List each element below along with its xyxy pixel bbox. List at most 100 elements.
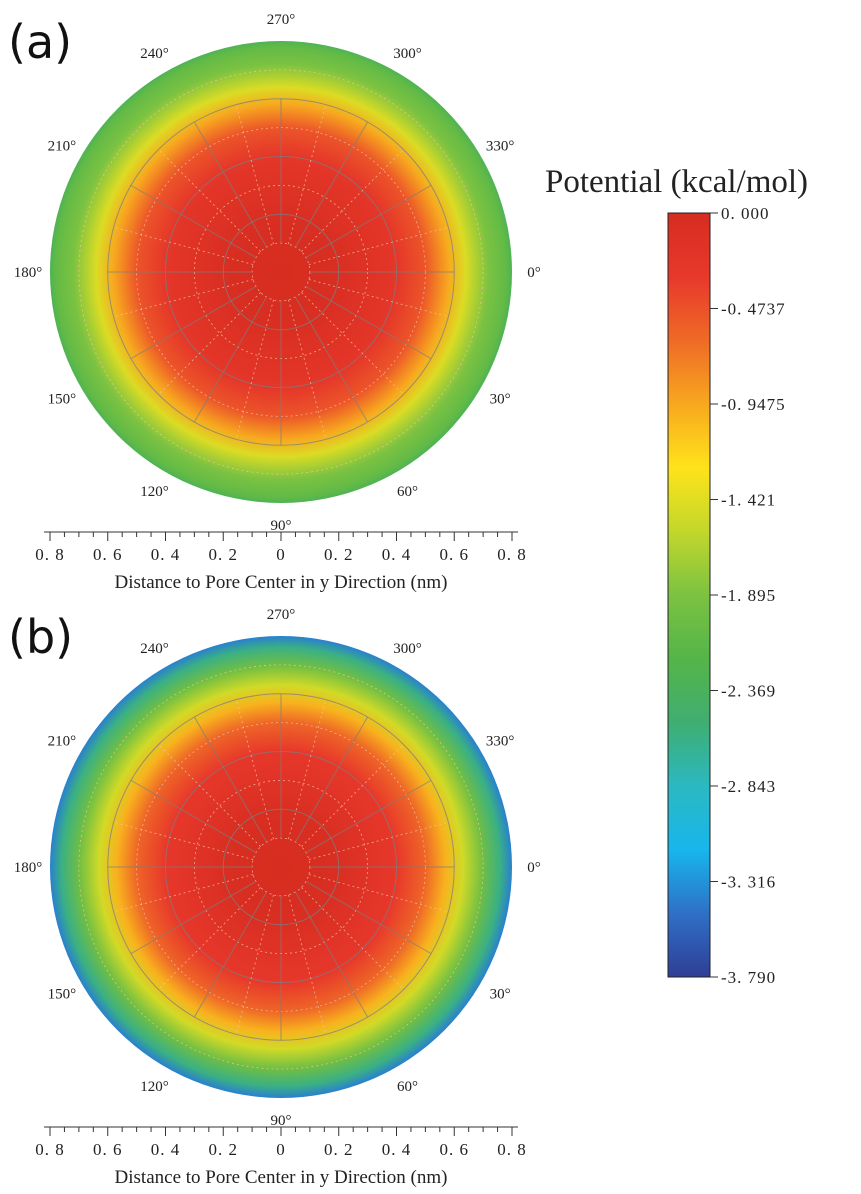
angle-labels-a: 0° 30° 60° 90° 120° 150° 180° 210° 240° 270° 300° 3… (14, 12, 541, 534)
grid-spoke (130, 184, 257, 258)
angle-label: 60° (397, 1079, 418, 1095)
grid-spoke-minor (158, 744, 261, 847)
angle-label: 0° (527, 860, 541, 876)
angle-label: 150° (48, 392, 77, 408)
panel-label-a: (a) (8, 15, 72, 69)
grid-spoke (193, 716, 267, 843)
grid-spoke-minor (288, 104, 327, 245)
grid-spoke (295, 716, 369, 843)
panel-label-b: (b) (8, 610, 73, 664)
angle-label: 210° (48, 139, 77, 155)
colorbar-gradient (667, 212, 711, 978)
angle-label: 300° (393, 46, 422, 62)
grid-spoke-minor (235, 104, 274, 245)
grid-spoke (130, 779, 257, 853)
grid-spoke-minor (308, 226, 449, 265)
grid-spoke-minor (288, 699, 327, 840)
colorbar-tick-label: -0. 9475 (721, 395, 786, 414)
grid-spoke-minor (308, 874, 449, 913)
x-tick-label: 0. 2 (209, 1140, 239, 1159)
grid-spoke-minor (301, 744, 404, 847)
x-tick-label: 0. 2 (324, 545, 354, 564)
grid-spoke-minor (158, 292, 261, 395)
grid-spoke-minor (113, 279, 254, 318)
grid-spoke-minor (288, 894, 327, 1035)
grid-spoke-minor (158, 149, 261, 252)
x-tick-label: 0 (276, 1140, 286, 1159)
angle-label: 0° (527, 265, 541, 281)
polar-grid-a (78, 69, 484, 475)
polar-grid-b (78, 664, 484, 1070)
x-tick-label: 0. 8 (35, 545, 65, 564)
colorbar-tick-label: 0. 000 (721, 204, 770, 223)
x-tick-label: 0. 2 (209, 545, 239, 564)
grid-spoke (305, 779, 432, 853)
x-tick-label: 0. 2 (324, 1140, 354, 1159)
x-axis-title-a: Distance to Pore Center in y Direction (… (115, 572, 448, 593)
grid-spoke-minor (308, 821, 449, 860)
grid-spoke-minor (235, 894, 274, 1035)
angle-label: 300° (393, 641, 422, 657)
grid-spoke-minor (301, 887, 404, 990)
x-tick-label: 0. 4 (151, 545, 181, 564)
grid-spoke (305, 881, 432, 955)
angle-label: 120° (140, 1079, 169, 1095)
colorbar: Potential (kcal/mol) 0. 000 -0. 4737 -0. 9… (545, 164, 808, 987)
x-tick-label: 0. 8 (35, 1140, 65, 1159)
x-axis-b: 0. 8 0. 6 0. 4 0. 2 0 0. 2 0. 4 0. 6 0. 8 (35, 1126, 526, 1159)
angle-label: 60° (397, 484, 418, 500)
colorbar-title: Potential (kcal/mol) (545, 164, 808, 200)
angle-label: 150° (48, 987, 77, 1003)
x-tick-label: 0. 6 (440, 1140, 470, 1159)
colorbar-ticks: 0. 000 -0. 4737 -0. 9475 -1. 421 -1. 895 -2. … (710, 204, 786, 987)
grid-spoke-minor (235, 299, 274, 440)
grid-spoke (193, 891, 267, 1018)
colorbar-tick-label: -2. 369 (721, 682, 776, 701)
angle-labels-b: 0° 30° 60° 90° 120° 150° 180° 210° 240° 270° 300° 3… (14, 607, 541, 1129)
colorbar-tick-label: -3. 790 (721, 968, 776, 987)
potential-field (50, 41, 512, 503)
x-tick-label: 0 (276, 545, 286, 564)
grid-spoke (130, 286, 257, 360)
angle-label: 240° (140, 641, 169, 657)
angle-label: 180° (14, 860, 43, 876)
colorbar-tick-label: -1. 895 (721, 586, 776, 605)
grid-spoke (193, 121, 267, 248)
angle-label: 180° (14, 265, 43, 281)
angle-label: 90° (271, 1113, 292, 1129)
grid-ring-minor (78, 69, 484, 475)
angle-label: 210° (48, 734, 77, 750)
grid-spoke-minor (113, 874, 254, 913)
grid-spoke-minor (158, 887, 261, 990)
grid-spoke (305, 286, 432, 360)
grid-spoke (305, 184, 432, 258)
grid-spoke-minor (235, 699, 274, 840)
grid-spoke (193, 296, 267, 423)
colorbar-tick-label: -0. 4737 (721, 300, 786, 319)
x-axis-a: 0. 8 0. 6 0. 4 0. 2 0 0. 2 0. 4 0. 6 0. 8 (35, 531, 527, 564)
polar-panel-a: (a) 0° 30° 60° 90° 120° 150° 180° 210° 240° 270° 3… (8, 12, 541, 593)
grid-spoke-minor (288, 299, 327, 440)
x-tick-label: 0. 6 (440, 545, 470, 564)
x-tick-label: 0. 4 (151, 1140, 181, 1159)
angle-label: 90° (271, 518, 292, 534)
angle-label: 330° (486, 734, 515, 750)
grid-spoke (295, 891, 369, 1018)
angle-label: 270° (267, 607, 296, 623)
x-tick-label: 0. 6 (93, 1140, 123, 1159)
x-axis-title-b: Distance to Pore Center in y Direction (… (115, 1167, 448, 1188)
grid-spoke-minor (308, 279, 449, 318)
colorbar-tick-label: -1. 421 (721, 491, 776, 510)
x-tick-label: 0. 4 (382, 1140, 412, 1159)
grid-spoke (295, 121, 369, 248)
colorbar-tick-label: -3. 316 (721, 873, 776, 892)
grid-spoke-minor (301, 149, 404, 252)
angle-label: 30° (490, 392, 511, 408)
grid-ring-minor (78, 664, 484, 1070)
x-tick-label: 0. 8 (497, 545, 527, 564)
polar-panel-b: (b) 0° 30° 60° 90° 120° 150° 180° 210° 240° 270° 3… (8, 607, 541, 1188)
angle-label: 240° (140, 46, 169, 62)
grid-spoke-minor (113, 821, 254, 860)
polar-plot-a (50, 41, 512, 503)
angle-label: 330° (486, 139, 515, 155)
